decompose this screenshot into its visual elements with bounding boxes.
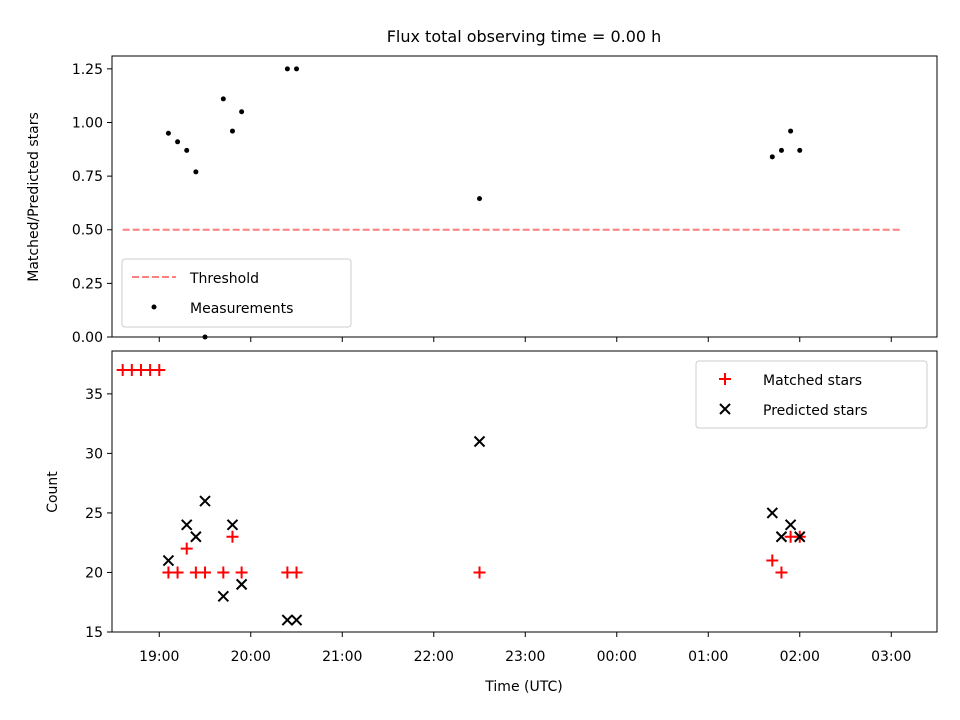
y-tick-label: 0.25 <box>72 276 103 292</box>
measurement-point <box>477 196 483 202</box>
measurement-point <box>220 96 226 102</box>
measurement-point <box>193 169 199 175</box>
y-tick-label: 0.00 <box>72 330 103 346</box>
x-tick-label: 00:00 <box>597 649 637 665</box>
x-axis-label: Time (UTC) <box>484 679 562 695</box>
x-tick-label: 19:00 <box>139 649 179 665</box>
x-tick-label: 03:00 <box>871 649 911 665</box>
measurement-point <box>769 154 775 160</box>
measurement-point <box>165 130 171 136</box>
predicted-star-point <box>190 531 202 543</box>
matched-star-point <box>180 542 193 555</box>
y-tick-label: 1.25 <box>72 62 103 78</box>
predicted-legend-swatch <box>719 403 731 415</box>
measurement-point <box>239 109 245 115</box>
predicted-star-point <box>281 614 294 626</box>
predicted-star-point <box>766 507 779 519</box>
legend-label-predicted: Predicted stars <box>763 403 868 419</box>
predicted-star-point <box>226 519 239 531</box>
predicted-star-point <box>235 578 248 591</box>
measurement-point <box>797 147 803 153</box>
top-legend: Threshold Measurements <box>121 258 352 328</box>
matched-star-point <box>775 566 788 579</box>
x-tick-label: 02:00 <box>780 649 820 665</box>
predicted-star-point <box>217 590 230 602</box>
predicted-star-point <box>794 531 806 543</box>
top-plot-data <box>122 66 901 340</box>
top-plot-frame <box>111 55 938 338</box>
y-tick-label: 0.50 <box>72 223 103 239</box>
y-tick-label: 30 <box>85 446 103 462</box>
y-tick-label: 15 <box>85 625 103 641</box>
matched-star-point <box>153 364 166 377</box>
measurement-point <box>229 128 235 134</box>
x-tick-label: 22:00 <box>414 649 454 665</box>
matched-star-point <box>473 566 486 579</box>
legend-label-measurements: Measurements <box>190 301 293 317</box>
predicted-star-point <box>181 519 193 531</box>
matched-star-point <box>226 530 239 543</box>
top-axis-ticks: 0.00 0.25 0.50 0.75 1.00 1.25 <box>72 62 892 346</box>
measurement-point <box>788 128 794 134</box>
bottom-plot-frame <box>111 350 938 633</box>
flux-ratio-panel: Flux total observing time = 0.00 h Match… <box>26 27 938 346</box>
measurement-point <box>778 147 784 153</box>
matched-legend-swatch <box>719 373 731 385</box>
bottom-axis-ticks: 19:00 20:00 21:00 22:00 23:00 00:00 01:00 02:00… <box>85 387 911 665</box>
y-tick-label: 1.00 <box>72 115 103 131</box>
bottom-legend: Matched stars Predicted stars <box>695 360 928 429</box>
matched-star-point <box>171 566 184 579</box>
predicted-star-point <box>775 531 788 543</box>
x-tick-label: 21:00 <box>322 649 362 665</box>
predicted-star-point <box>290 614 303 626</box>
bottom-plot-data <box>116 364 806 626</box>
star-count-panel: Count Time (UTC) 19:00 20:00 21:00 22:00 23:… <box>45 350 938 695</box>
x-tick-label: 23:00 <box>505 649 545 665</box>
measurement-point <box>175 139 181 145</box>
matched-star-point <box>290 566 303 579</box>
matched-star-point <box>235 566 248 579</box>
x-tick-label: 01:00 <box>688 649 728 665</box>
y-tick-label: 20 <box>85 565 103 581</box>
measurement-point <box>184 147 190 153</box>
predicted-star-point <box>199 495 211 507</box>
legend-label-threshold: Threshold <box>189 271 259 287</box>
top-legend-box <box>121 258 352 328</box>
measurement-point <box>284 66 290 72</box>
measurement-point <box>294 66 300 72</box>
predicted-star-point <box>162 554 175 567</box>
matched-star-point <box>217 566 230 579</box>
y-tick-label: 25 <box>85 506 103 522</box>
chart-title: Flux total observing time = 0.00 h <box>387 27 662 46</box>
predicted-star-point <box>473 435 486 448</box>
y-tick-label: 0.75 <box>72 169 103 185</box>
x-tick-label: 20:00 <box>231 649 271 665</box>
top-ylabel: Matched/Predicted stars <box>26 112 42 282</box>
matched-star-point <box>766 554 779 567</box>
bottom-ylabel: Count <box>45 471 61 513</box>
matched-star-point <box>199 566 212 579</box>
legend-label-matched: Matched stars <box>763 373 862 389</box>
predicted-star-point <box>784 519 797 531</box>
measurements-legend-swatch <box>151 304 157 310</box>
y-tick-label: 35 <box>85 387 103 403</box>
bottom-legend-box <box>695 360 928 429</box>
